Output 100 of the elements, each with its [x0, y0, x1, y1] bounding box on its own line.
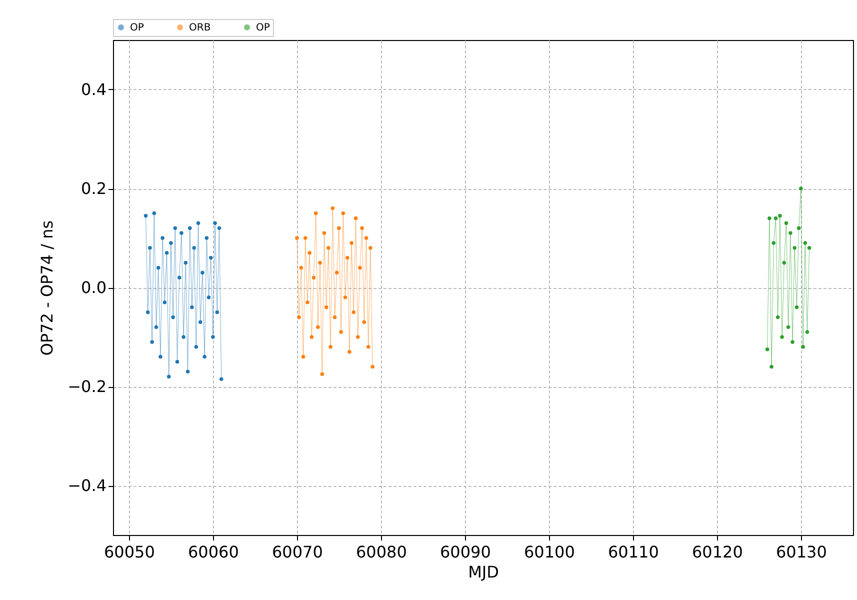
point [173, 226, 178, 230]
point [770, 364, 774, 369]
point [360, 226, 364, 230]
point [158, 354, 162, 359]
legend-label: OP [130, 22, 144, 34]
point [186, 370, 190, 374]
legend-label: ORB [189, 22, 211, 34]
y-tick-label: 0.2 [81, 179, 106, 198]
point [314, 211, 318, 216]
point [334, 270, 339, 275]
point [169, 241, 173, 245]
point [772, 241, 776, 245]
point [805, 330, 810, 334]
point [144, 214, 148, 218]
point [799, 186, 803, 190]
point [776, 315, 780, 320]
x-tick-label: 60080 [356, 542, 407, 562]
point [364, 236, 368, 240]
legend-label: OP [256, 22, 270, 34]
point [219, 377, 224, 381]
y-axis-title: OP72 - OP74 / ns [38, 220, 57, 356]
point [312, 276, 316, 280]
point [358, 266, 362, 270]
x-tick-label: 60090 [440, 542, 491, 562]
x-tick-label: 60070 [272, 542, 323, 562]
point [318, 260, 322, 265]
point [807, 246, 812, 250]
x-tick-label: 60120 [692, 542, 743, 562]
point [213, 221, 217, 226]
point [182, 335, 186, 339]
point [765, 348, 770, 352]
point [194, 345, 198, 349]
point [192, 246, 196, 250]
point [352, 310, 356, 314]
y-tick-label: −0.2 [68, 377, 106, 396]
point [295, 236, 299, 240]
point [152, 211, 156, 216]
point [801, 345, 805, 349]
point [297, 315, 301, 320]
point [792, 246, 796, 250]
point [774, 216, 778, 220]
point [154, 325, 158, 329]
point [348, 350, 352, 354]
point [339, 330, 343, 334]
point [341, 211, 346, 216]
point [362, 320, 366, 324]
point [345, 256, 350, 260]
point [332, 315, 337, 320]
point [184, 260, 188, 265]
point [156, 266, 160, 270]
point [324, 305, 328, 310]
point [320, 372, 324, 376]
point [316, 325, 320, 329]
point [217, 226, 222, 230]
point [803, 241, 807, 245]
point [175, 360, 180, 364]
point [200, 270, 204, 275]
point [146, 310, 150, 314]
point [301, 354, 306, 359]
point [322, 231, 326, 235]
point [343, 296, 348, 300]
point [768, 216, 772, 220]
point [354, 216, 358, 220]
point [306, 300, 310, 304]
point [330, 206, 335, 210]
point [310, 335, 314, 339]
point [350, 241, 354, 245]
point [196, 221, 200, 226]
point [368, 246, 372, 250]
point [160, 236, 164, 240]
point [788, 231, 792, 235]
point [337, 226, 341, 230]
point [328, 345, 332, 349]
x-tick-label: 60100 [524, 542, 575, 562]
point [171, 315, 175, 320]
point [780, 335, 784, 339]
x-tick-label: 60130 [776, 542, 827, 562]
y-tick-label: 0.0 [81, 278, 106, 297]
point [208, 256, 213, 260]
x-tick-label: 60060 [188, 542, 239, 562]
point [786, 325, 790, 329]
point [148, 246, 152, 250]
point [204, 236, 209, 240]
x-tick-label: 60050 [104, 542, 155, 562]
point [202, 354, 206, 359]
point [370, 364, 374, 369]
point [150, 340, 154, 344]
point [308, 250, 312, 255]
point [356, 335, 360, 339]
point [782, 260, 786, 265]
point [190, 305, 194, 310]
point [366, 345, 370, 349]
point [164, 250, 169, 255]
point [326, 246, 330, 250]
point [215, 310, 220, 314]
point [794, 305, 799, 310]
point [166, 374, 171, 378]
point [206, 296, 211, 300]
point [299, 266, 304, 270]
point [778, 214, 782, 218]
